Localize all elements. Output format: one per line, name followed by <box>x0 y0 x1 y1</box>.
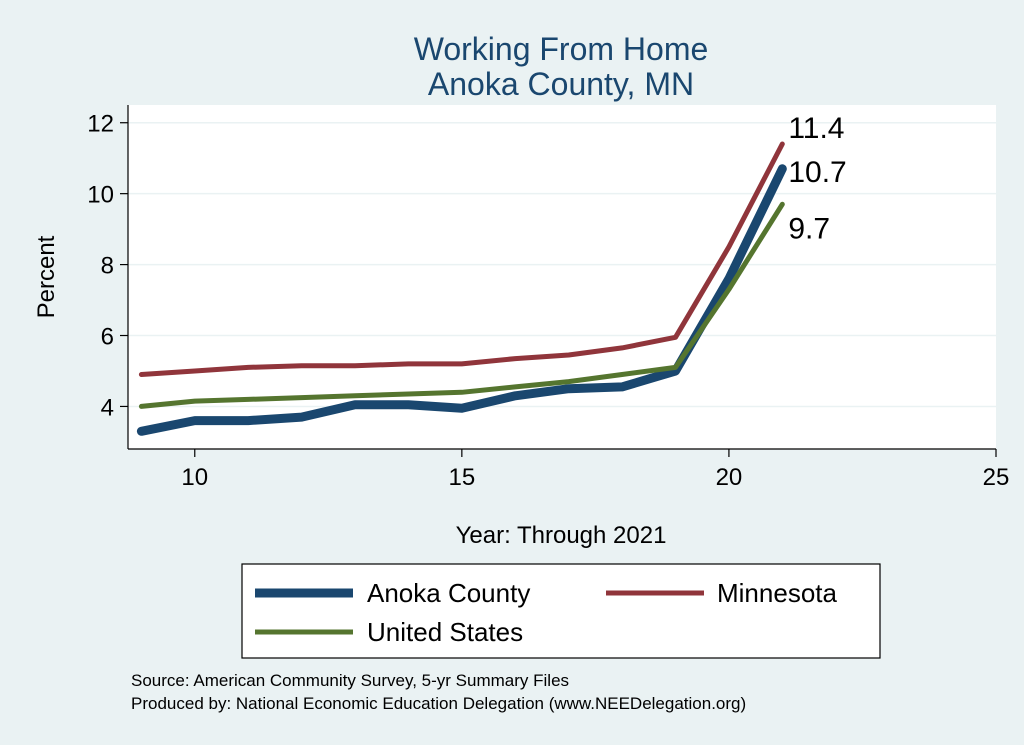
y-axis-title: Percent <box>33 235 60 318</box>
series-line-minnesota <box>138 141 785 377</box>
x-tick-label-25: 25 <box>983 464 1010 491</box>
chart-title-line-1: Working From Home <box>414 31 709 67</box>
produced-by-note: Produced by: National Economic Education… <box>131 694 746 713</box>
x-axis-ticks: 10 15 20 25 <box>181 449 1009 491</box>
y-tick-label-10: 10 <box>87 182 114 209</box>
chart-title-line-2: Anoka County, MN <box>428 66 694 102</box>
gridlines <box>128 121 996 408</box>
x-tick-label-20: 20 <box>716 464 743 491</box>
x-axis-title: Year: Through 2021 <box>456 522 667 549</box>
end-label-united-states: 9.7 <box>788 212 830 245</box>
x-tick-label-15: 15 <box>448 464 475 491</box>
y-tick-label-4: 4 <box>101 394 114 421</box>
legend-label-anoka-county: Anoka County <box>367 578 530 608</box>
end-label-minnesota: 11.4 <box>788 112 844 145</box>
legend-item-anoka-county: Anoka County <box>255 578 530 608</box>
y-tick-label-6: 6 <box>101 324 114 351</box>
series-lines <box>136 141 787 436</box>
series-line-anoka-county <box>136 164 787 436</box>
legend-item-minnesota: Minnesota <box>606 578 837 608</box>
y-tick-label-12: 12 <box>87 111 114 138</box>
end-labels: 10.7 11.4 9.7 <box>788 112 846 245</box>
series-line-united-states <box>138 201 785 409</box>
y-tick-label-8: 8 <box>101 253 114 280</box>
source-note: Source: American Community Survey, 5-yr … <box>131 671 569 690</box>
x-tick-label-10: 10 <box>181 464 208 491</box>
legend-label-minnesota: Minnesota <box>717 578 837 608</box>
legend-label-united-states: United States <box>367 617 523 647</box>
legend-item-united-states: United States <box>255 617 523 647</box>
end-label-anoka-county: 10.7 <box>788 156 846 189</box>
legend-box <box>241 563 881 659</box>
y-axis-ticks: 4 6 8 10 12 <box>87 111 128 421</box>
